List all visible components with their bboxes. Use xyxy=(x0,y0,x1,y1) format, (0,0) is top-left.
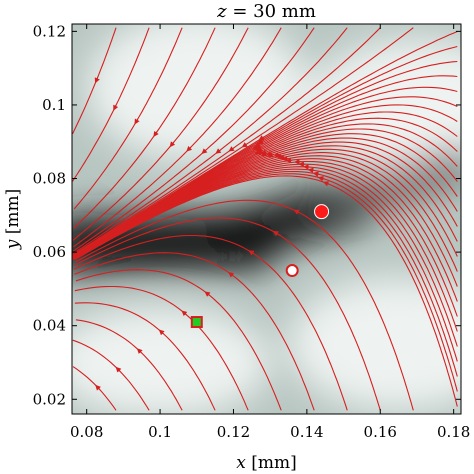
light-region xyxy=(288,277,461,411)
y-tick-label: 0.1 xyxy=(42,96,66,114)
x-tick-label: 0.1 xyxy=(148,423,172,441)
dark-band xyxy=(74,225,290,261)
y-tick-label: 0.08 xyxy=(33,170,66,188)
streamline-arrow xyxy=(285,157,293,163)
streamline-arrow xyxy=(201,148,208,154)
streamline-arrow xyxy=(293,209,300,215)
streamline-arrow xyxy=(228,271,235,278)
streamline-arrow xyxy=(228,146,235,152)
y-tick-label: 0.12 xyxy=(33,22,66,40)
x-tick-label: 0.14 xyxy=(290,423,323,441)
streamlines xyxy=(72,27,458,411)
light-region xyxy=(72,307,271,414)
streamline-arrow xyxy=(248,250,255,256)
streamline-arrow xyxy=(258,135,265,141)
streamline-arrow xyxy=(317,176,325,182)
marker-open-circle xyxy=(285,264,299,278)
streamline-arrow xyxy=(136,348,143,355)
dark-band xyxy=(328,148,461,216)
streamline-arrow xyxy=(158,329,165,336)
x-axis-title: x [mm] xyxy=(236,453,297,473)
x-axis-ticks: 0.08 0.1 0.12 0.14 0.16 0.18 xyxy=(70,24,470,441)
streamline-arrow xyxy=(134,118,140,125)
markers xyxy=(190,204,330,329)
y-tick-label: 0.06 xyxy=(33,243,66,261)
streamline-arrow xyxy=(282,155,289,162)
chart-title: z = 30 mm xyxy=(216,1,316,22)
streamline-arrow xyxy=(254,142,261,148)
y-tick-label: 0.02 xyxy=(33,390,66,408)
streamline-arrow xyxy=(322,181,330,187)
x-tick-label: 0.18 xyxy=(437,423,470,441)
streamline-arrow xyxy=(241,142,248,148)
light-region xyxy=(86,24,307,161)
y-axis-title: y [mm] xyxy=(3,189,23,251)
streamline-arrow xyxy=(204,291,211,297)
streamline-arrow xyxy=(94,77,100,84)
streamline-arrow xyxy=(115,366,122,373)
plot-frame xyxy=(71,23,462,415)
streamline-arrow xyxy=(215,148,222,154)
y-tick-label: 0.04 xyxy=(33,317,66,335)
x-tick-label: 0.08 xyxy=(70,423,103,441)
streamline-arrow xyxy=(113,104,119,111)
streamline-arrow xyxy=(272,230,279,237)
streamline-arrow xyxy=(169,141,176,148)
marker-square xyxy=(190,316,203,329)
streamline-arrow xyxy=(265,150,273,157)
x-tick-label: 0.16 xyxy=(364,423,397,441)
plot-area xyxy=(72,24,461,414)
streamline-arrow xyxy=(153,130,159,138)
streamline-arrow xyxy=(260,149,268,155)
y-axis-ticks: 0.02 0.04 0.06 0.08 0.1 0.12 xyxy=(33,22,461,408)
streamline-arrow xyxy=(312,171,320,177)
streamline-arrow xyxy=(95,384,101,391)
streamline-arrow xyxy=(307,167,315,174)
streamline-arrow xyxy=(273,152,280,158)
x-tick-label: 0.12 xyxy=(217,423,250,441)
streamline-arrow xyxy=(181,310,188,317)
marker-filled-circle xyxy=(314,204,330,220)
streamline-arrow xyxy=(186,145,193,152)
